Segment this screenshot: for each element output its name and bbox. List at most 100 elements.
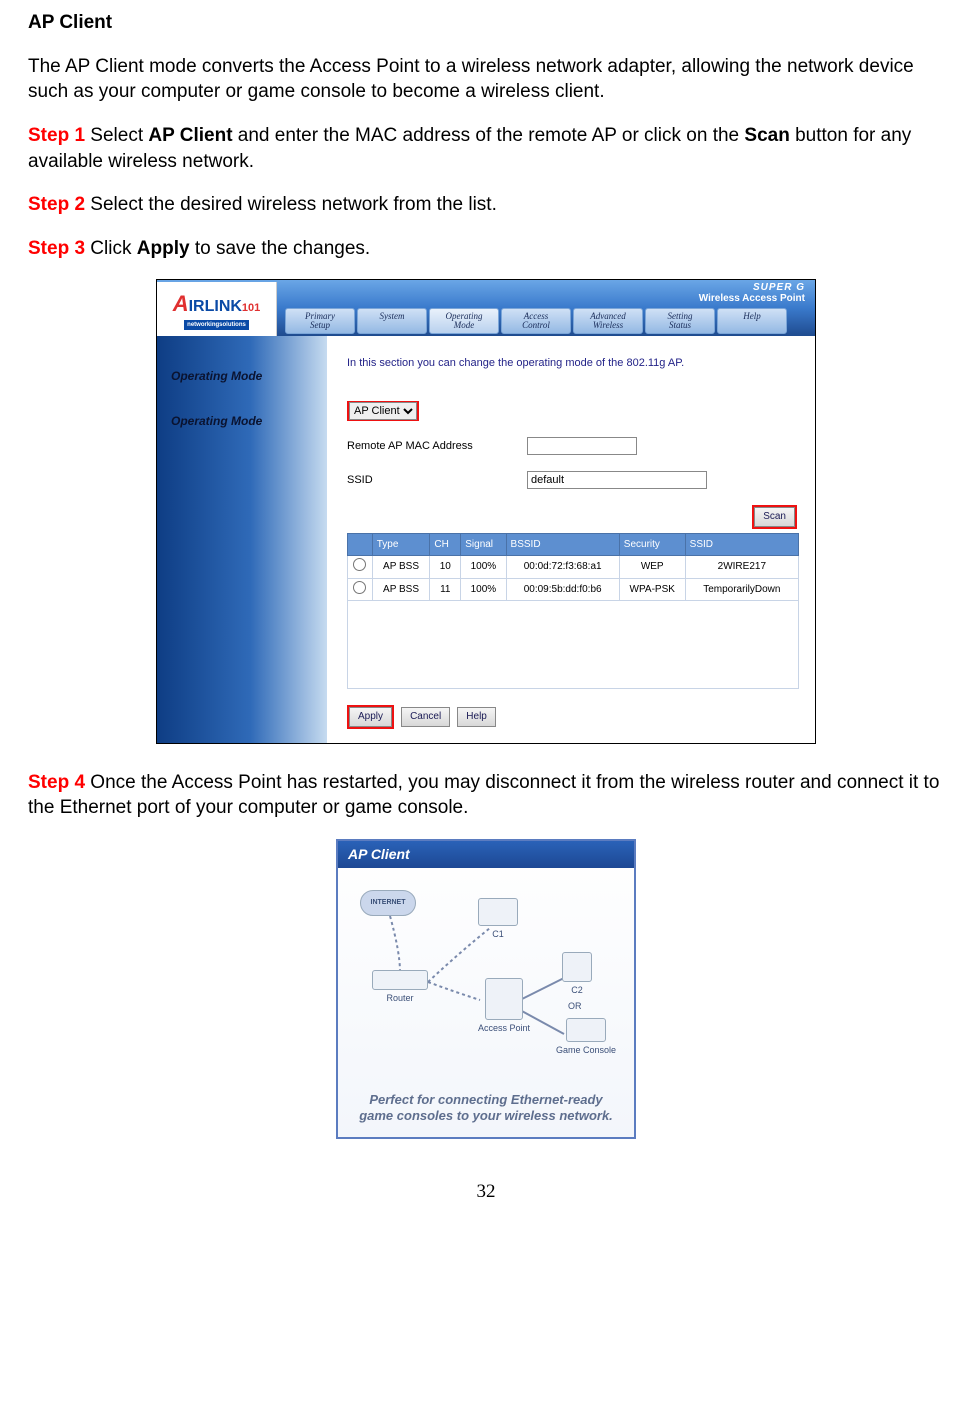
section-intro: In this section you can change the opera… [347,356,799,371]
nav-tab[interactable]: OperatingMode [429,308,499,335]
scan-button[interactable]: Scan [754,507,795,527]
table-cell: AP BSS [372,556,430,579]
operating-mode-select[interactable]: AP Client [349,402,417,420]
c2-label: C2 [562,984,592,996]
diagram-body: INTERNET Router C1 Access Point C2 [338,868,634,1137]
table-header-row: TypeCHSignalBSSIDSecuritySSID [348,533,799,556]
nav-tab[interactable]: Help [717,308,787,335]
ap-main: In this section you can change the opera… [327,336,815,742]
step-3-label: Step 3 [28,238,85,259]
ap-body: Operating Mode Operating Mode In this se… [157,336,815,742]
nav-tab[interactable]: SettingStatus [645,308,715,335]
table-cell: 10 [430,556,461,579]
intro-paragraph: The AP Client mode converts the Access P… [28,54,944,105]
table-header: Security [619,533,685,556]
ap-header: AIRLINK101 networkingsolutions PrimarySe… [157,280,815,336]
ap-label: Access Point [478,1022,530,1034]
console-label: Game Console [556,1044,616,1056]
diagram-title: AP Client [338,841,634,868]
nav-tab[interactable]: PrimarySetup [285,308,355,335]
airlink-logo: AIRLINK101 networkingsolutions [157,282,277,336]
step-3-bold-apply: Apply [137,238,190,259]
nav-tab[interactable]: AdvancedWireless [573,308,643,335]
node-c1: C1 [478,898,518,940]
step-1-label: Step 1 [28,125,85,146]
console-icon [566,1018,606,1042]
step-3: Step 3 Click Apply to save the changes. [28,236,944,262]
table-cell: 00:0d:72:f3:68:a1 [506,556,619,579]
step-1-mid: and enter the MAC address of the remote … [233,125,745,146]
step-4-label: Step 4 [28,772,85,793]
step-2-text: Select the desired wireless network from… [85,194,497,215]
table-cell: 2WIRE217 [685,556,798,579]
nav-tab[interactable]: AccessControl [501,308,571,335]
scan-button-highlight: Scan [752,505,797,529]
action-buttons-row: Apply Cancel Help [347,705,799,729]
ssid-input[interactable] [527,471,707,489]
laptop-icon [478,898,518,926]
table-empty-cell [348,601,799,689]
row-radio[interactable] [353,581,366,594]
page-heading: AP Client [28,10,944,36]
step-1-pre: Select [85,125,148,146]
row-mode-select: AP Client [347,401,799,421]
remote-mac-input[interactable] [527,437,637,455]
remote-mac-label: Remote AP MAC Address [347,439,527,454]
table-cell: 00:09:5b:dd:f0:b6 [506,578,619,601]
diagram-canvas: INTERNET Router C1 Access Point C2 [350,882,622,1082]
ap-sidebar: Operating Mode Operating Mode [157,336,327,742]
router-label: Router [372,992,428,1004]
step-1-bold-apclient: AP Client [148,125,232,146]
table-cell: 11 [430,578,461,601]
table-row: AP BSS10100%00:0d:72:f3:68:a1WEP2WIRE217 [348,556,799,579]
step-1-bold-scan: Scan [744,125,789,146]
node-access-point: Access Point [478,978,530,1034]
cancel-button[interactable]: Cancel [401,707,450,727]
step-2: Step 2 Select the desired wireless netwo… [28,192,944,218]
access-point-icon [485,978,523,1020]
table-cell: TemporarilyDown [685,578,798,601]
row-radio[interactable] [353,558,366,571]
ap-client-diagram: AP Client INTERNET Router [336,839,636,1138]
ssid-label: SSID [347,473,527,488]
row-ssid: SSID [347,471,799,489]
table-body: AP BSS10100%00:0d:72:f3:68:a1WEP2WIRE217… [348,556,799,689]
row-remote-mac: Remote AP MAC Address [347,437,799,455]
node-game-console: Game Console [556,1018,616,1056]
super-g-text: SUPER G [699,282,805,293]
nav-tabs: PrimarySetupSystemOperatingModeAccessCon… [277,308,815,337]
side-label-2: Operating Mode [171,413,317,429]
nav-tab[interactable]: System [357,308,427,335]
router-icon [372,970,428,990]
logo-suffix: 101 [242,302,260,314]
table-header: Type [372,533,430,556]
table-cell: 100% [461,578,506,601]
table-cell: 100% [461,556,506,579]
scan-button-wrap: Scan [347,505,799,529]
table-cell: AP BSS [372,578,430,601]
table-cell: WPA-PSK [619,578,685,601]
wireless-networks-table: TypeCHSignalBSSIDSecuritySSID AP BSS1010… [347,533,799,690]
step-3-pre: Click [85,238,137,259]
step-4: Step 4 Once the Access Point has restart… [28,770,944,821]
step-4-text: Once the Access Point has restarted, you… [28,772,939,819]
table-header: Signal [461,533,506,556]
table-empty-row [348,601,799,689]
or-label: OR [568,1000,582,1012]
pc-icon [562,952,592,982]
table-header: CH [430,533,461,556]
diagram-caption: Perfect for connecting Ethernet-ready ga… [350,1092,622,1125]
table-header: BSSID [506,533,619,556]
table-cell: WEP [619,556,685,579]
wireless-ap-text: Wireless Access Point [699,293,805,304]
super-g-tagline: SUPER G Wireless Access Point [699,282,805,304]
apply-button[interactable]: Apply [349,707,392,727]
page-number: 32 [28,1179,944,1205]
logo-prefix: A [173,291,189,316]
table-header: SSID [685,533,798,556]
help-button[interactable]: Help [457,707,496,727]
step-3-post: to save the changes. [190,238,371,259]
node-router: Router [372,970,428,1004]
table-header [348,533,373,556]
table-cell [348,578,373,601]
